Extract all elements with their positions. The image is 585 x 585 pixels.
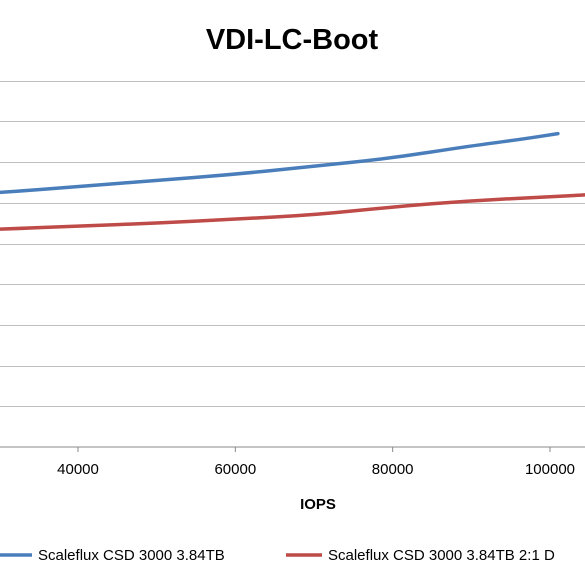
x-tick-label: 40000 [57, 461, 99, 478]
x-tick-label: 60000 [214, 461, 256, 478]
x-tick-label: 80000 [372, 461, 414, 478]
x-tick-labels: 40000 60000 80000 100000 [57, 447, 575, 478]
x-tick-label: 100000 [525, 461, 575, 478]
series-lines [0, 131, 585, 231]
chart-title: VDI-LC-Boot [206, 24, 379, 56]
series-line-2 [0, 193, 585, 231]
legend-label-1: Scaleflux CSD 3000 3.84TB [38, 547, 225, 564]
legend-label-2: Scaleflux CSD 3000 3.84TB 2:1 D [328, 547, 555, 564]
series-line-1 [0, 131, 560, 195]
x-axis-label: IOPS [300, 496, 336, 513]
legend: Scaleflux CSD 3000 3.84TB Scaleflux CSD 3… [0, 547, 555, 564]
gridlines [0, 81, 585, 407]
